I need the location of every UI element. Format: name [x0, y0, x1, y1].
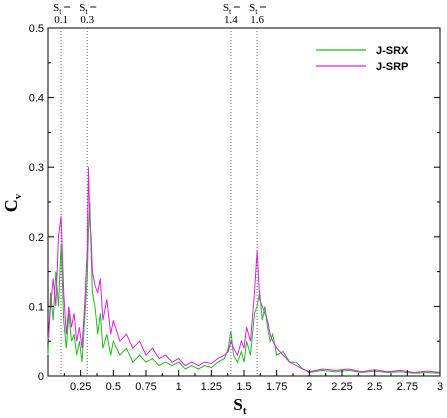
x-tick-label: 2.5	[367, 381, 382, 393]
x-tick-label: 2	[306, 381, 312, 393]
y-axis-ticks: 0 0.1 0.2 0.3 0.4 0.5	[29, 23, 440, 383]
legend-label-j-srx: J-SRX	[376, 45, 409, 57]
x-tick-label: 1.5	[236, 381, 251, 393]
x-tick-label: 2.25	[331, 381, 352, 393]
reference-line-symbol: St	[53, 2, 62, 16]
reference-line-value: 0.3	[80, 14, 94, 26]
x-axis-ticks: 0.25 0.5 0.75 1 1.25 1.5 1.75 2 2.25 2.5 2.75 3	[63, 370, 443, 393]
y-axis-title: Cv	[1, 193, 24, 212]
x-tick-label: 1.75	[266, 381, 287, 393]
x-axis-title: St	[233, 395, 246, 417]
reference-line-symbol: St	[79, 2, 88, 16]
x-tick-label: 0.25	[70, 381, 91, 393]
x-tick-label: 0.5	[106, 381, 121, 393]
legend: J-SRX J-SRP	[316, 45, 409, 73]
series-line-j-srx	[47, 201, 441, 374]
plot-frame	[47, 27, 441, 377]
reference-line-symbol: St	[223, 2, 232, 16]
reference-line-value: 1.6	[250, 14, 264, 26]
reference-line-symbol: St	[249, 2, 258, 16]
x-tick-label: 1.25	[201, 381, 222, 393]
y-tick-label: 0	[38, 371, 44, 383]
x-tick-label: 0.75	[135, 381, 156, 393]
y-tick-label: 0.1	[29, 301, 44, 313]
reference-line-value: 0.1	[54, 14, 68, 26]
series-line-j-srp	[47, 167, 441, 374]
y-tick-label: 0.4	[29, 93, 44, 105]
x-tick-label: 2.75	[397, 381, 418, 393]
legend-label-j-srp: J-SRP	[376, 61, 408, 73]
x-tick-label: 3	[437, 381, 443, 393]
y-tick-label: 0.5	[29, 23, 44, 35]
x-tick-label: 1	[176, 381, 182, 393]
y-tick-label: 0.3	[29, 162, 44, 174]
series-group	[47, 167, 441, 374]
reference-line-value: 1.4	[224, 14, 238, 26]
y-tick-label: 0.2	[29, 232, 44, 244]
